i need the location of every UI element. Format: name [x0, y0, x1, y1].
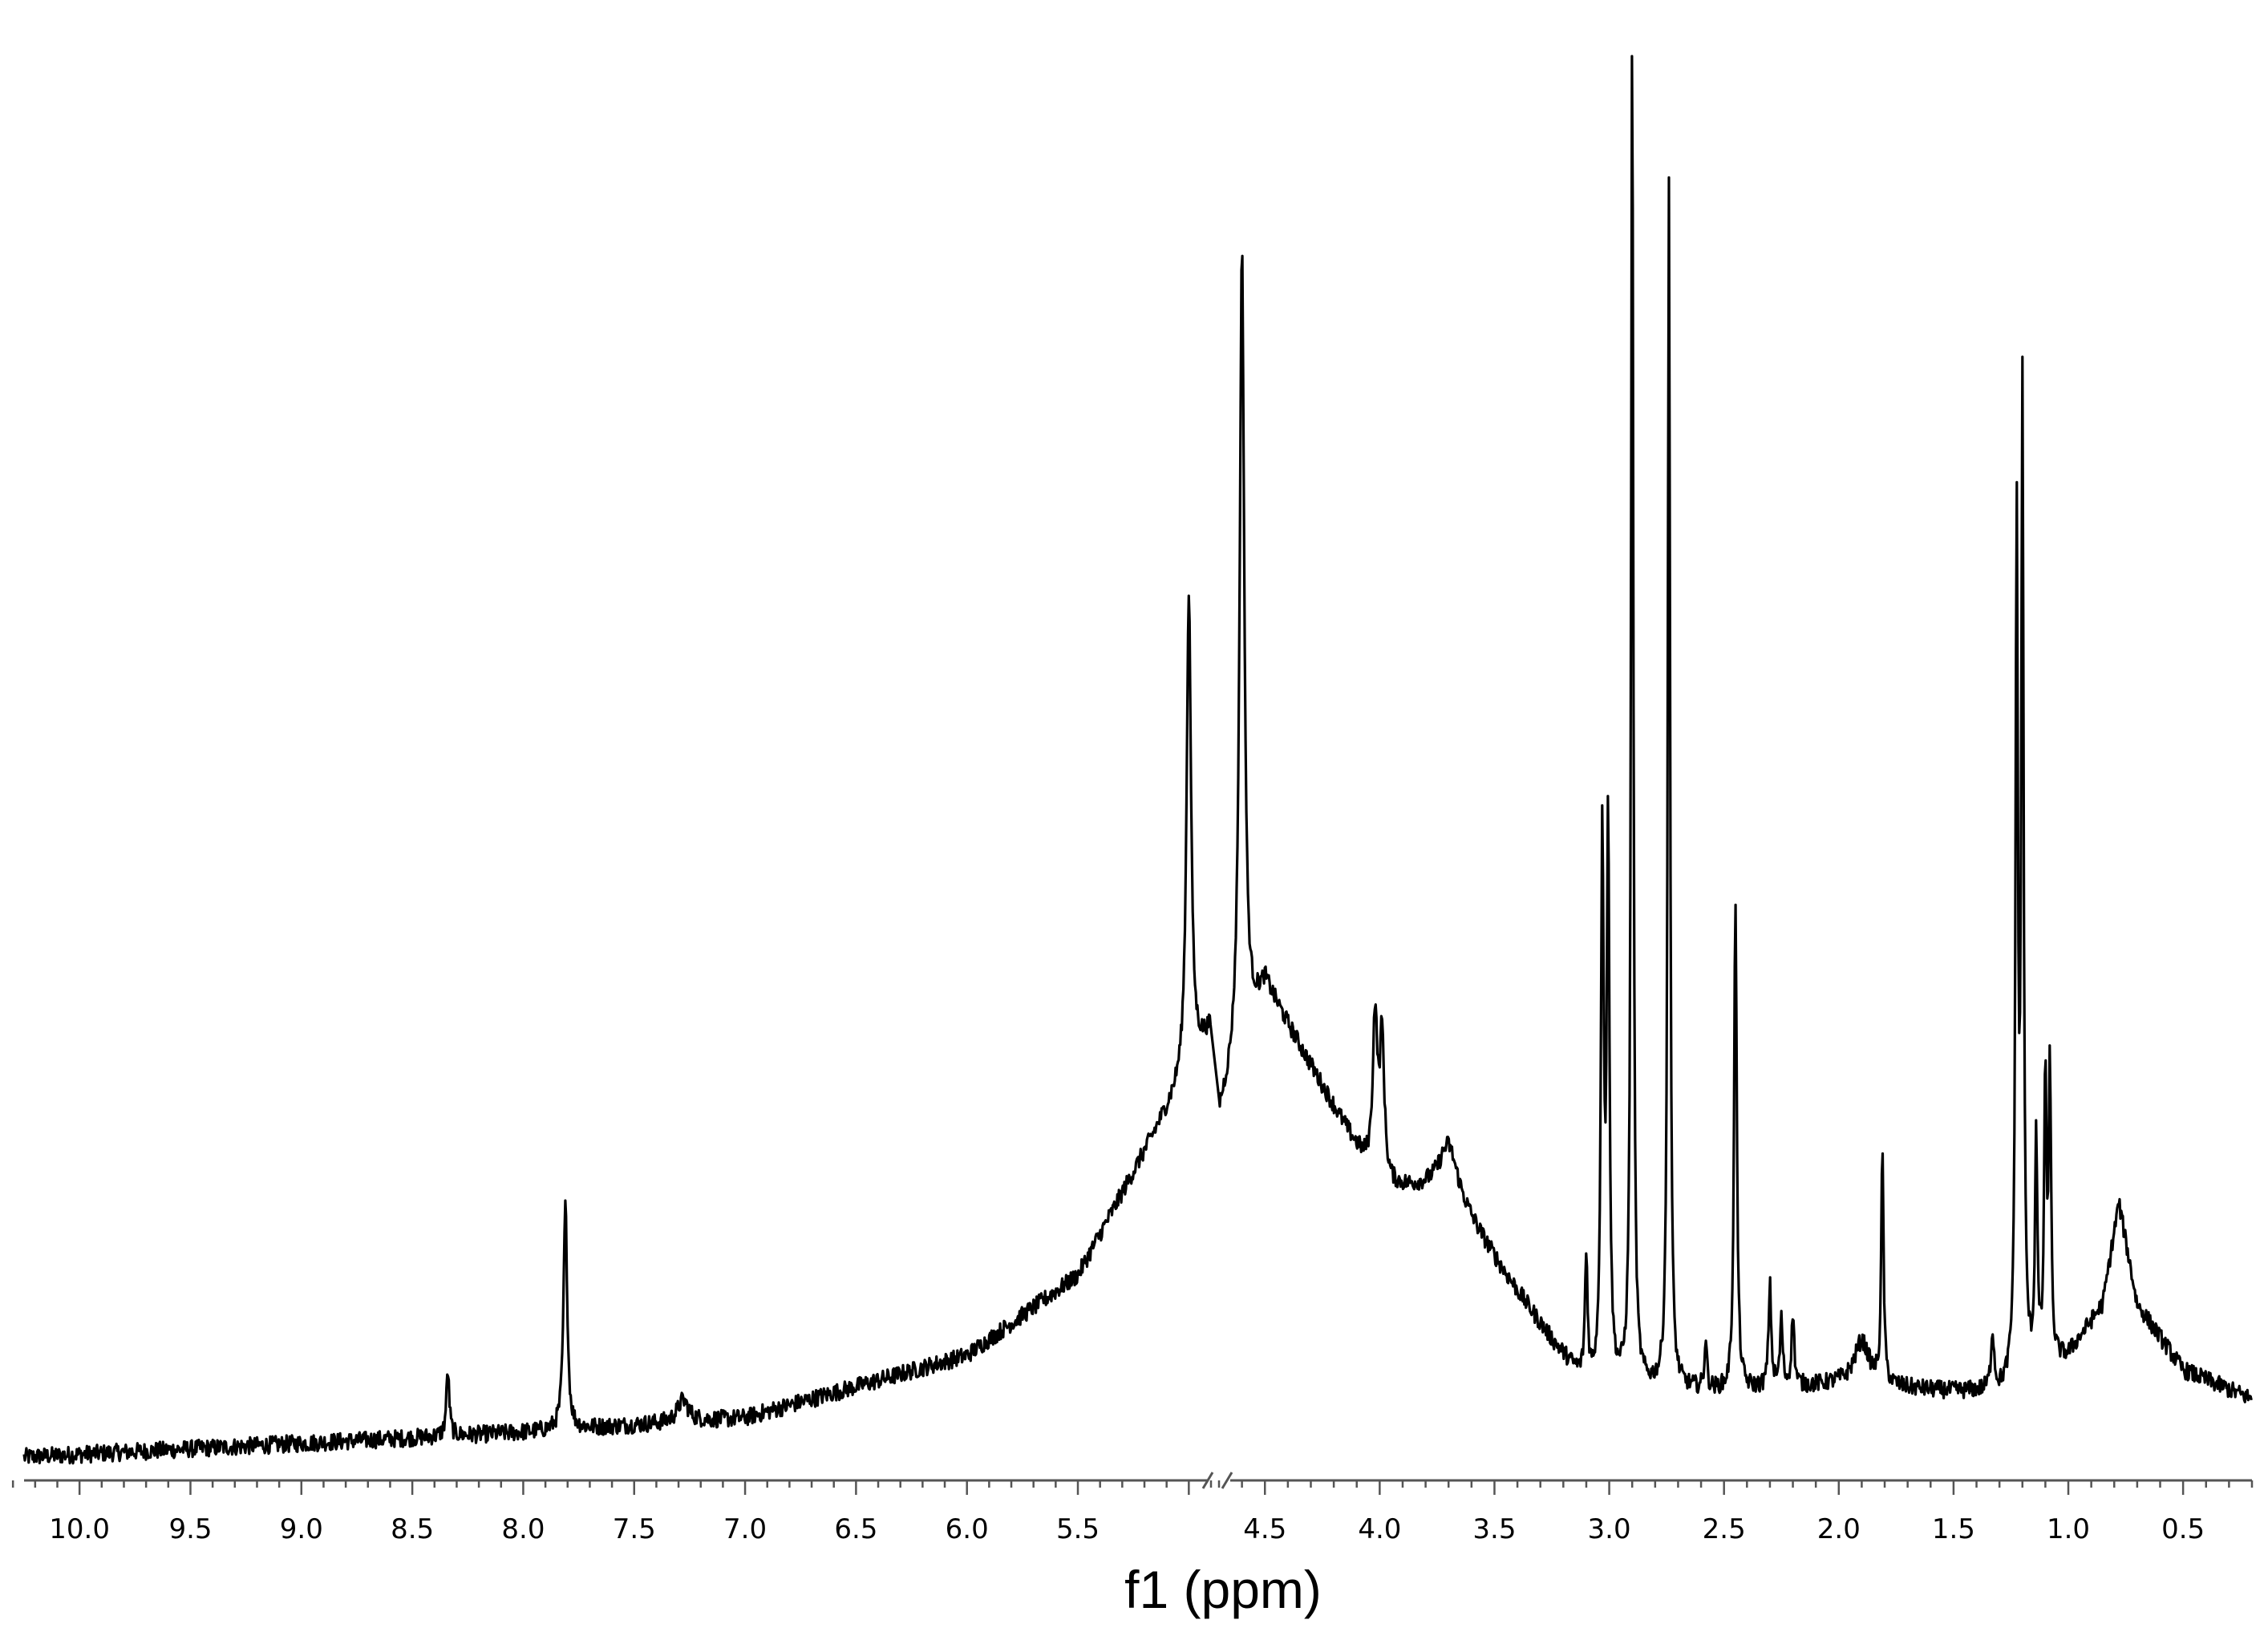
- x-axis-tick-labels: 10.0 9.5 9.0 8.5 8.0 7.5 7.0 6.5 6.0 5.5 4.5 4.0 3.5…: [49, 1513, 2205, 1545]
- x-axis: [24, 1472, 2252, 1489]
- x-axis-title: f1 (ppm): [1124, 1560, 1322, 1619]
- x-tick-label: 9.5: [168, 1513, 212, 1545]
- x-tick-label: 2.5: [1703, 1513, 1746, 1545]
- x-tick-label: 1.0: [2047, 1513, 2090, 1545]
- x-tick-label: 8.5: [391, 1513, 434, 1545]
- x-tick-label: 6.5: [834, 1513, 877, 1545]
- x-tick-label: 9.0: [280, 1513, 323, 1545]
- x-tick-label: 7.0: [723, 1513, 767, 1545]
- x-tick-label: 3.0: [1588, 1513, 1631, 1545]
- x-tick-label: 2.0: [1817, 1513, 1861, 1545]
- x-tick-label: 8.0: [501, 1513, 545, 1545]
- axis-break-mark-left: [1201, 1472, 1214, 1489]
- x-tick-label: 7.5: [613, 1513, 656, 1545]
- x-tick-label: 3.5: [1472, 1513, 1516, 1545]
- spectrum-series-line: [22, 55, 2253, 1465]
- x-tick-label: 6.0: [946, 1513, 989, 1545]
- x-tick-label: 10.0: [49, 1513, 110, 1545]
- x-tick-label: 4.5: [1243, 1513, 1286, 1545]
- x-tick-label: 5.5: [1056, 1513, 1100, 1545]
- axis-break-mark-right: [1221, 1472, 1233, 1489]
- x-axis-ticks: [11, 1480, 2254, 1495]
- x-tick-label: 4.0: [1358, 1513, 1401, 1545]
- x-tick-label: 1.5: [1932, 1513, 1975, 1545]
- x-tick-label: 0.5: [2161, 1513, 2205, 1545]
